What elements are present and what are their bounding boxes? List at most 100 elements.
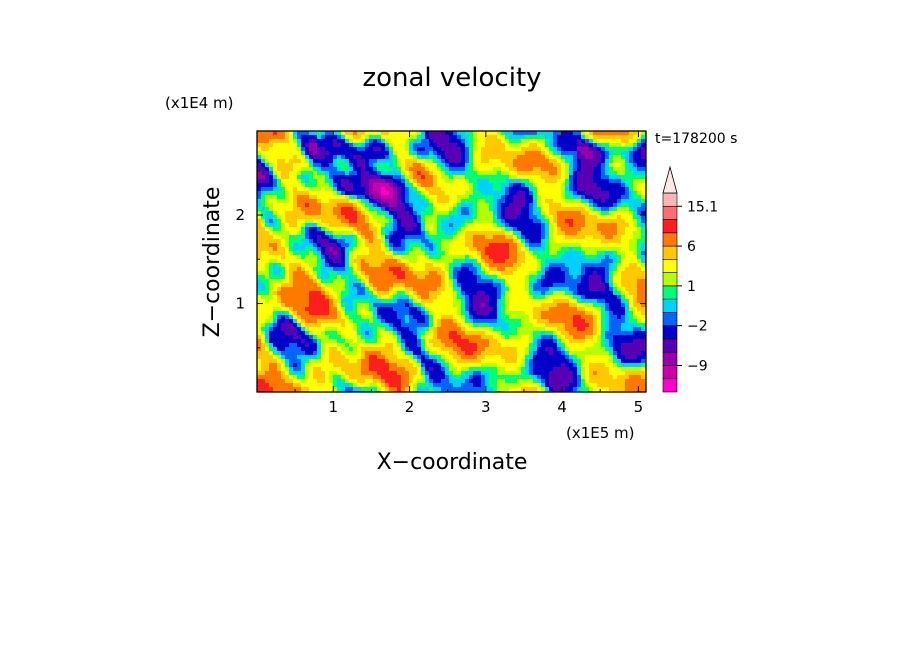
field-cell [357,311,362,316]
field-cell [305,199,310,204]
field-cell [429,327,434,332]
field-cell [385,259,390,264]
field-cell [601,315,606,320]
field-cell [393,235,398,240]
field-cell [309,291,314,296]
field-cell [545,215,550,220]
field-cell [337,199,342,204]
field-cell [341,191,346,196]
field-cell [405,195,410,200]
field-cell [425,131,430,136]
field-cell [293,303,298,308]
field-cell [321,171,326,176]
field-cell [341,143,346,148]
field-cell [437,303,442,308]
field-cell [537,275,542,280]
field-cell [457,219,462,224]
field-cell [573,147,578,152]
field-cell [345,327,350,332]
field-cell [545,251,550,256]
field-cell [373,251,378,256]
field-cell [429,155,434,160]
field-cell [441,283,446,288]
field-cell [357,295,362,300]
field-cell [361,283,366,288]
field-cell [341,327,346,332]
field-cell [473,331,478,336]
field-cell [481,259,486,264]
field-cell [545,163,550,168]
field-cell [561,203,566,208]
field-cell [573,219,578,224]
field-cell [409,255,414,260]
field-cell [545,159,550,164]
field-cell [637,323,642,328]
field-cell [601,263,606,268]
field-cell [373,247,378,252]
field-cell [453,323,458,328]
field-cell [289,327,294,332]
field-cell [317,131,322,136]
field-cell [565,295,570,300]
field-cell [269,143,274,148]
field-cell [421,223,426,228]
field-cell [493,247,498,252]
field-cell [461,275,466,280]
field-cell [333,287,338,292]
field-cell [349,255,354,260]
field-cell [333,231,338,236]
field-cell [349,291,354,296]
field-cell [477,211,482,216]
field-cell [533,211,538,216]
field-cell [349,331,354,336]
field-cell [573,155,578,160]
field-cell [581,155,586,160]
field-cell [305,315,310,320]
field-cell [345,195,350,200]
field-cell [381,215,386,220]
field-cell [409,183,414,188]
field-cell [513,131,518,136]
field-cell [293,131,298,136]
field-cell [325,283,330,288]
field-cell [589,227,594,232]
field-cell [481,155,486,160]
field-cell [317,183,322,188]
field-cell [409,311,414,316]
field-cell [601,147,606,152]
field-cell [637,143,642,148]
field-cell [437,259,442,264]
field-cell [449,291,454,296]
field-cell [589,231,594,236]
field-cell [297,295,302,300]
field-cell [513,323,518,328]
field-cell [541,263,546,268]
field-cell [397,195,402,200]
field-cell [569,155,574,160]
field-cell [305,159,310,164]
field-cell [385,323,390,328]
field-cell [313,167,318,172]
field-cell [609,131,614,136]
field-cell [625,255,630,260]
field-cell [457,307,462,312]
field-cell [301,183,306,188]
field-cell [433,211,438,216]
field-cell [597,327,602,332]
field-cell [417,183,422,188]
field-cell [533,247,538,252]
field-cell [293,311,298,316]
field-cell [357,283,362,288]
field-cell [389,319,394,324]
field-cell [453,215,458,220]
field-cell [537,247,542,252]
field-cell [585,175,590,180]
field-cell [381,155,386,160]
field-cell [329,135,334,140]
field-cell [365,191,370,196]
field-cell [425,291,430,296]
field-cell [381,303,386,308]
field-cell [289,311,294,316]
field-cell [529,147,534,152]
field-cell [305,183,310,188]
